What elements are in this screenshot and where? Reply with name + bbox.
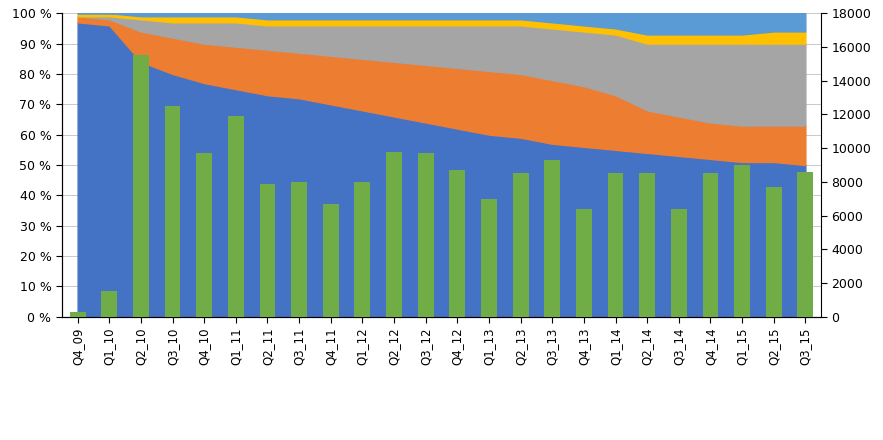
Bar [703,173,719,317]
Bar [354,182,370,317]
Bar [386,151,402,317]
Bar [418,153,434,317]
Bar [133,55,149,317]
Bar [164,106,180,317]
Bar [228,116,244,317]
Bar [196,153,212,317]
Bar [766,187,781,317]
Bar [70,312,86,317]
Bar [102,291,117,317]
Bar [671,209,687,317]
Bar [449,170,465,317]
Bar [576,209,592,317]
Bar [608,173,623,317]
Bar [639,173,655,317]
Bar [513,173,529,317]
Bar [734,165,750,317]
Bar [481,199,497,317]
Bar [291,182,307,317]
Bar [797,172,813,317]
Bar [544,160,560,317]
Bar [323,204,339,317]
Bar [260,183,275,317]
